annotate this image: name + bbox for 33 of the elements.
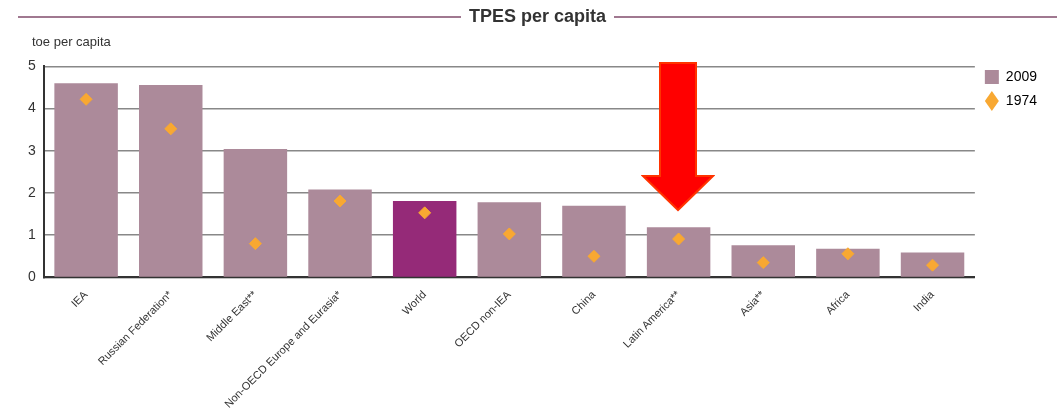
y-tick-label: 0 — [27, 268, 36, 285]
point — [926, 258, 940, 272]
point — [333, 194, 347, 208]
x-tick-label: IEA — [68, 287, 91, 310]
bar — [900, 252, 965, 277]
bar — [392, 201, 457, 277]
point — [502, 227, 516, 241]
bar — [223, 149, 288, 277]
y-axis-title: toe per capita — [32, 34, 111, 49]
legend-label: 2009 — [1005, 67, 1038, 84]
legend-label: 1974 — [1005, 91, 1038, 108]
bar — [54, 83, 118, 277]
bar — [731, 245, 795, 277]
point — [164, 122, 178, 136]
y-tick-label: 1 — [27, 226, 36, 243]
y-tick-label: 3 — [27, 141, 36, 158]
point — [79, 92, 93, 106]
bar — [646, 227, 711, 277]
point — [587, 249, 601, 263]
point — [248, 237, 262, 251]
point — [672, 232, 686, 246]
bar — [139, 84, 203, 277]
chart-title: TPES per capita — [467, 6, 608, 27]
y-tick-label: 4 — [27, 99, 36, 116]
point — [756, 256, 770, 270]
bar — [308, 189, 372, 277]
bar — [816, 248, 880, 277]
point — [841, 247, 855, 261]
bar — [562, 205, 626, 277]
bar — [477, 202, 542, 277]
y-tick-label: 2 — [27, 183, 36, 200]
point — [418, 206, 432, 220]
y-tick-label: 5 — [27, 57, 36, 74]
